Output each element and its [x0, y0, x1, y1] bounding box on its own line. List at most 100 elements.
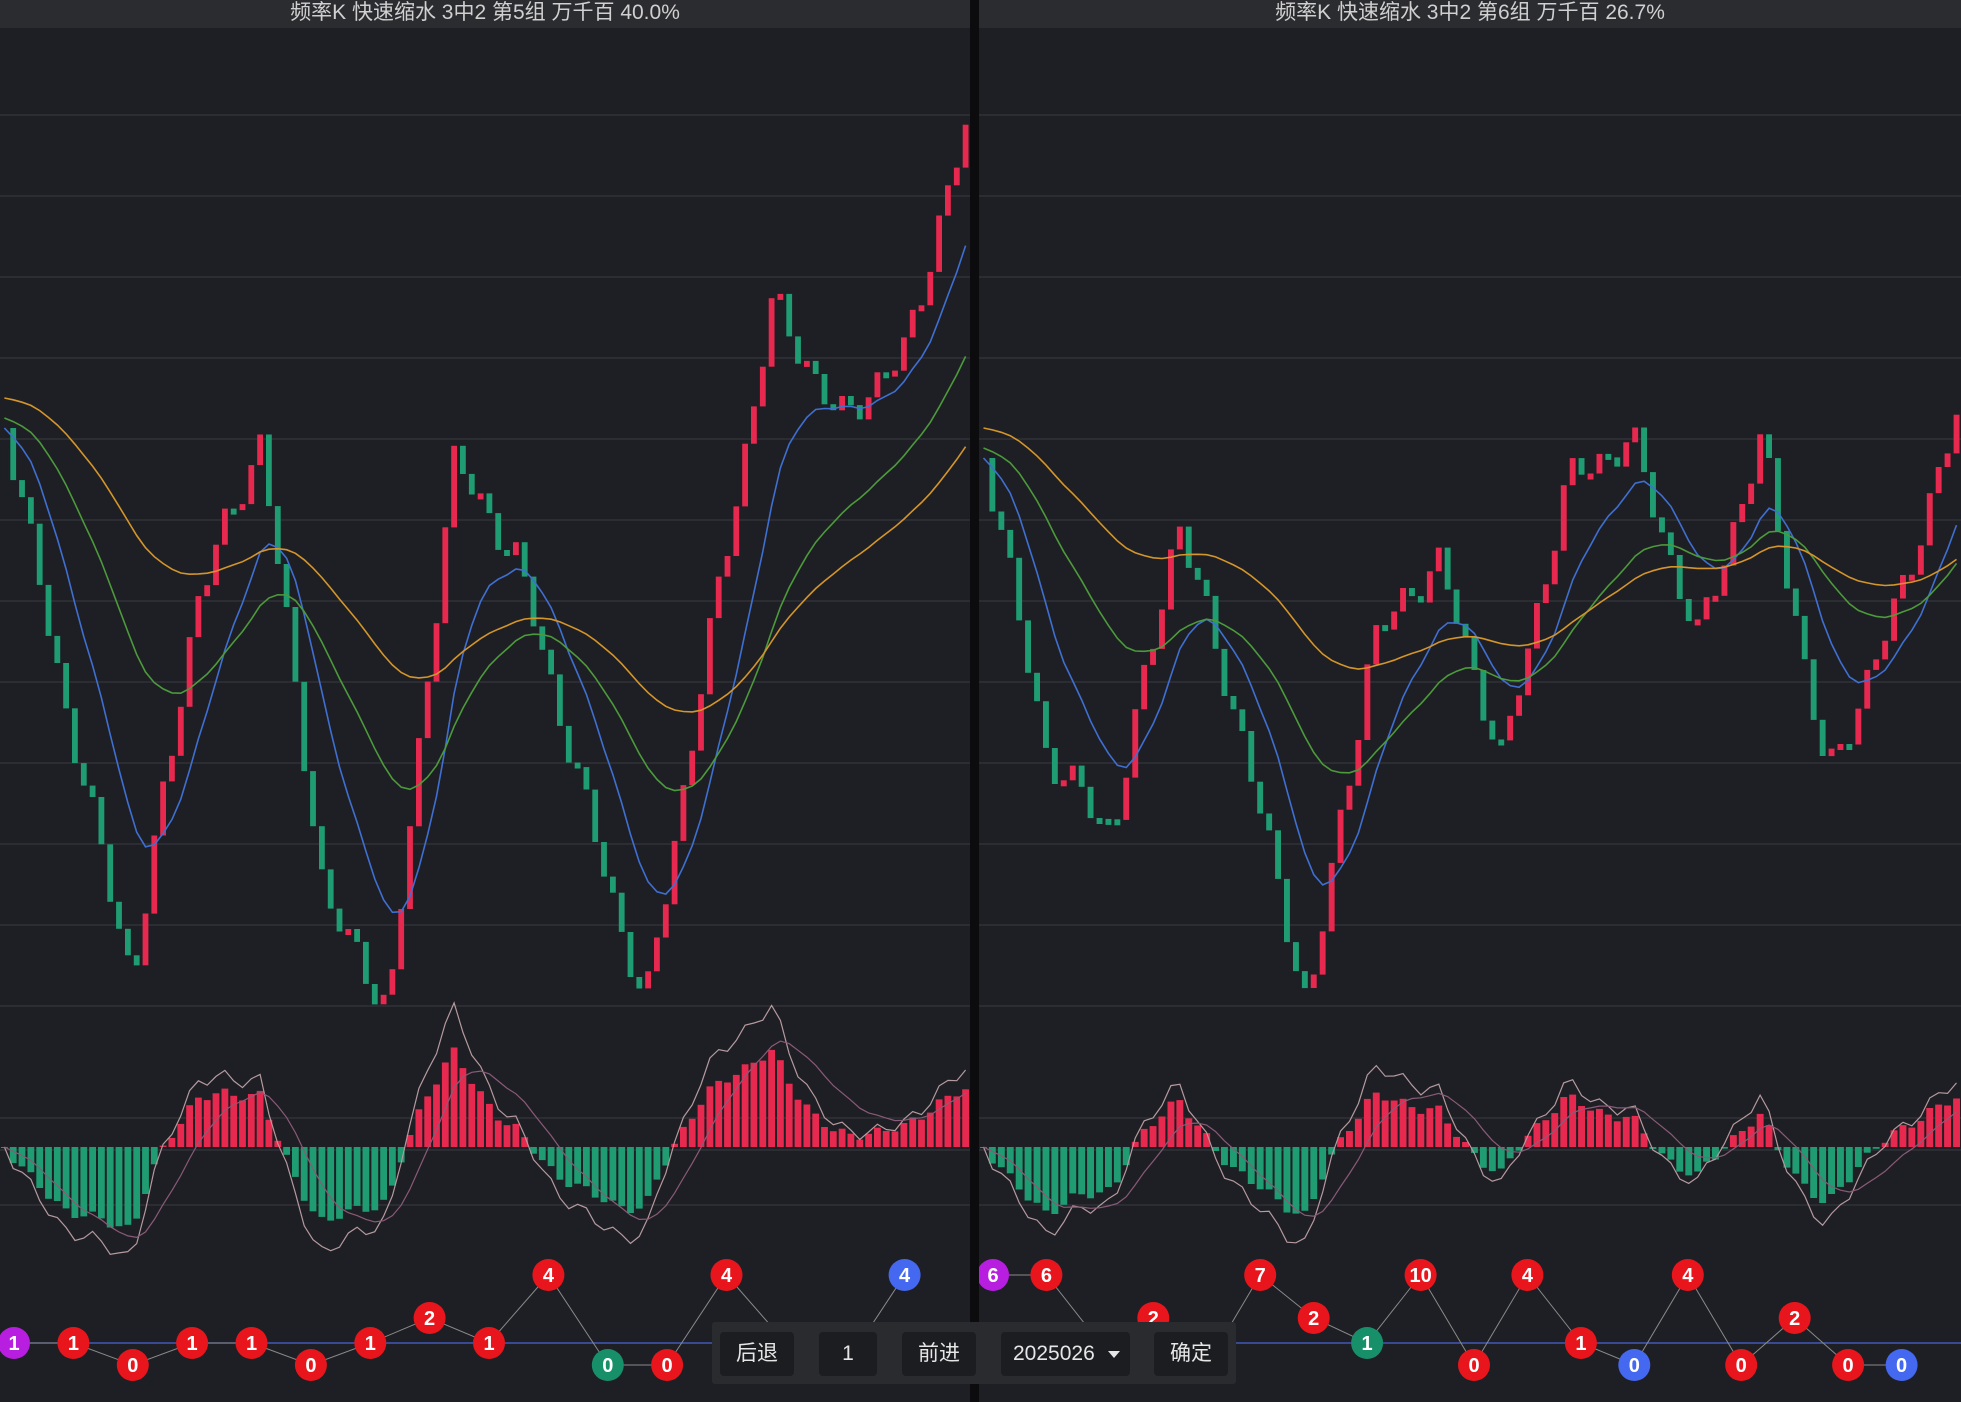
right-candle — [1766, 434, 1772, 458]
left-count-marker-label: 1 — [246, 1333, 257, 1355]
right-count-marker-dot — [1297, 1302, 1330, 1334]
left-count-marker-label: 0 — [305, 1355, 316, 1377]
right-count-marker: 4 — [1511, 1259, 1544, 1291]
right-candle — [1176, 526, 1183, 550]
right-candle — [1846, 744, 1853, 750]
right-count-marker: 0 — [1725, 1349, 1758, 1381]
left-count-marker-dot — [116, 1349, 149, 1381]
right-candle — [1489, 720, 1496, 740]
right-macd-bar — [1078, 1147, 1086, 1195]
left-count-marker: 4 — [532, 1259, 565, 1291]
right-count-marker: 2 — [1778, 1302, 1811, 1334]
left-candle — [371, 984, 378, 1005]
right-macd-bar — [1890, 1130, 1898, 1147]
right-candle — [1926, 493, 1933, 546]
right-macd-bar — [988, 1147, 996, 1164]
left-candle — [451, 445, 457, 528]
right-candle — [1632, 427, 1639, 443]
right-candle — [1444, 547, 1451, 590]
right-count-marker-label: 10 — [1409, 1265, 1431, 1287]
left-macd-bar — [98, 1147, 105, 1219]
back-button[interactable]: 后退 — [720, 1332, 794, 1376]
right-candle — [1578, 458, 1585, 475]
right-count-marker-dot — [1832, 1349, 1865, 1381]
right-candlestick-chart: 6612072110041040200 — [979, 114, 1961, 1381]
left-count-marker-label: 4 — [899, 1265, 911, 1287]
forward-button[interactable]: 前进 — [902, 1332, 976, 1376]
left-macd-bar — [203, 1100, 211, 1147]
left-macd-bar — [494, 1120, 502, 1147]
right-candle — [1953, 414, 1960, 454]
right-macd-bar — [1756, 1113, 1764, 1147]
right-macd-bar — [1033, 1147, 1041, 1203]
right-macd-bar — [1801, 1147, 1809, 1184]
right-count-marker-dot — [1671, 1259, 1704, 1291]
right-macd-bar — [1533, 1123, 1541, 1147]
left-candle — [610, 876, 616, 893]
right-count-marker-label: 0 — [1736, 1355, 1747, 1377]
right-candle — [1819, 719, 1826, 756]
left-candle — [468, 473, 475, 495]
left-candle — [495, 513, 502, 550]
right-macd-bar — [1837, 1147, 1844, 1187]
left-candle — [918, 305, 925, 312]
left-candle — [636, 977, 643, 989]
panel-divider[interactable] — [970, 0, 979, 1402]
right-candle — [1293, 942, 1299, 972]
right-candle — [1685, 599, 1692, 621]
right-count-marker-dot — [1885, 1349, 1918, 1381]
page-input[interactable] — [819, 1332, 877, 1376]
left-macd-bar — [380, 1147, 387, 1200]
right-candle — [1462, 623, 1469, 637]
left-marker-line — [14, 1274, 906, 1366]
right-macd-bar — [1435, 1105, 1443, 1147]
left-macd-bar — [627, 1147, 634, 1213]
right-macd-bar — [1658, 1147, 1666, 1154]
right-count-marker-dot — [1511, 1259, 1544, 1291]
left-macd-bar — [230, 1095, 238, 1147]
left-macd-bar — [512, 1123, 520, 1147]
left-macd-bar — [283, 1147, 290, 1155]
left-macd-bar — [503, 1125, 511, 1147]
right-candle — [1337, 809, 1344, 863]
left-macd-bar — [415, 1109, 423, 1147]
right-candle — [1873, 659, 1880, 670]
left-macd-bar — [865, 1133, 872, 1147]
left-macd-bar — [441, 1062, 449, 1147]
left-candle — [160, 781, 166, 836]
right-candle — [1007, 529, 1014, 558]
left-count-marker: 4 — [888, 1259, 921, 1291]
left-candle — [962, 124, 969, 168]
right-candle — [1435, 547, 1442, 572]
left-candle — [856, 405, 863, 420]
confirm-button[interactable]: 确定 — [1154, 1332, 1228, 1376]
left-count-marker-dot — [473, 1327, 505, 1359]
left-macd-bar — [186, 1105, 193, 1147]
right-macd-bar — [1372, 1092, 1380, 1147]
right-candle — [1516, 695, 1522, 716]
right-macd-bar — [1167, 1101, 1175, 1147]
left-candle — [724, 556, 731, 577]
left-candle — [36, 523, 43, 585]
left-macd-bar — [565, 1147, 573, 1187]
left-macd-bar — [750, 1062, 758, 1147]
right-macd-bar — [1453, 1136, 1460, 1147]
right-macd-bar — [1310, 1147, 1318, 1199]
right-candle — [1391, 611, 1398, 630]
left-count-marker: 1 — [235, 1327, 268, 1359]
left-candle — [416, 738, 422, 827]
right-macd-bar — [1096, 1147, 1103, 1193]
left-candlestick-chart: 1101101214004104 — [0, 114, 970, 1381]
right-candle — [1676, 555, 1683, 599]
right-ma-fast-line — [982, 457, 1958, 886]
left-count-marker-label: 4 — [543, 1265, 555, 1287]
left-macd-bar — [882, 1131, 890, 1147]
left-macd-bar — [962, 1089, 969, 1147]
right-count-marker-dot — [1351, 1327, 1384, 1359]
right-macd-bar — [1917, 1120, 1925, 1147]
right-candle — [1560, 485, 1567, 551]
right-count-marker-label: 6 — [1041, 1265, 1052, 1287]
left-macd-bar — [556, 1147, 564, 1180]
right-macd-bar — [1354, 1118, 1362, 1147]
date-select[interactable]: 2025026 — [1001, 1332, 1130, 1376]
